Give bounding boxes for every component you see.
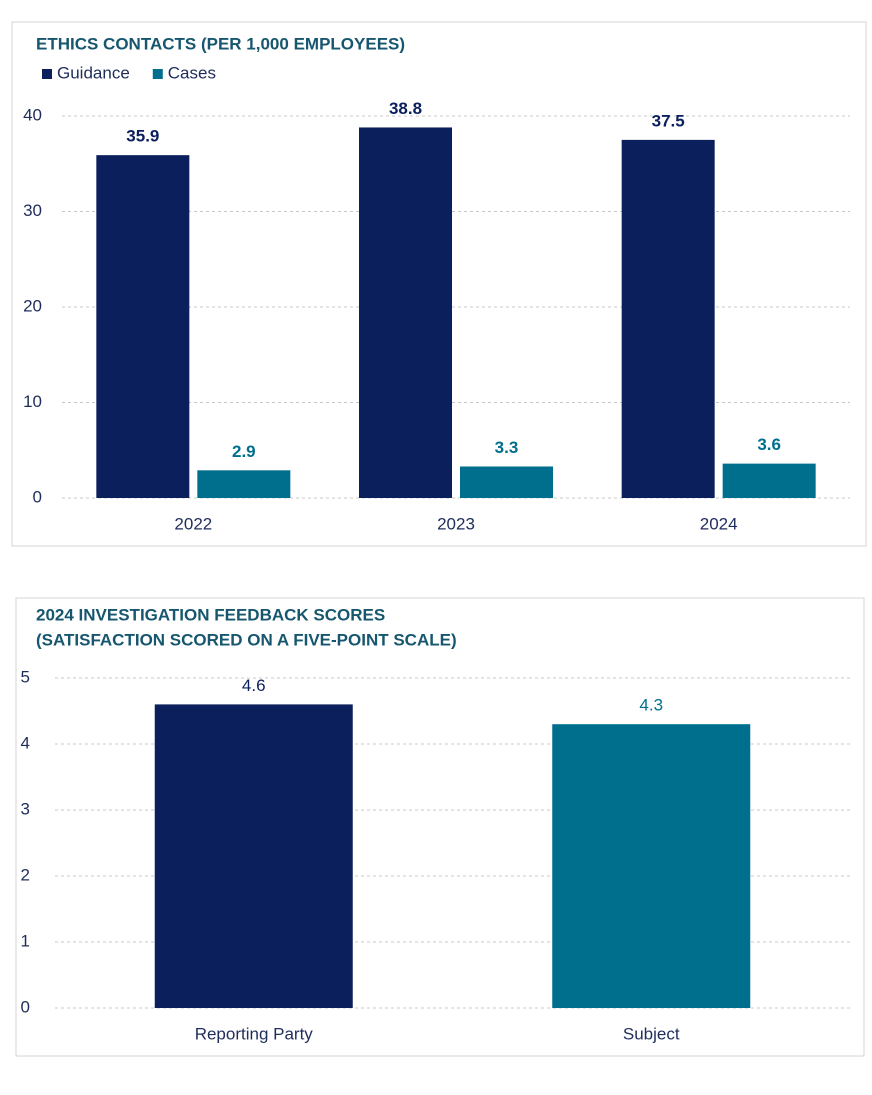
legend-label: Guidance <box>57 63 130 82</box>
y-tick-label: 30 <box>23 201 42 220</box>
chart-frame <box>11 21 867 547</box>
y-tick-label: 20 <box>23 296 42 315</box>
bar <box>621 139 715 498</box>
legend-swatch <box>42 69 52 79</box>
value-label: 37.5 <box>652 111 685 130</box>
chart-frame <box>15 597 865 1057</box>
value-label: 3.3 <box>495 438 519 457</box>
chart-title: 2024 INVESTIGATION FEEDBACK SCORES <box>36 605 385 624</box>
value-label: 2.9 <box>232 442 256 461</box>
bar <box>359 127 452 499</box>
value-label: 38.8 <box>389 99 422 118</box>
bar <box>460 466 553 498</box>
value-label: 4.3 <box>639 696 663 715</box>
bar <box>722 463 816 498</box>
bar <box>552 724 751 1008</box>
y-tick-label: 1 <box>21 931 30 950</box>
value-label: 3.6 <box>757 435 781 454</box>
y-tick-label: 5 <box>21 667 30 686</box>
x-tick-label: Reporting Party <box>195 1024 314 1043</box>
y-tick-label: 3 <box>21 799 30 818</box>
chart-title: ETHICS CONTACTS (PER 1,000 EMPLOYEES) <box>36 34 405 53</box>
bar <box>197 470 291 498</box>
x-tick-label: 2023 <box>437 514 475 533</box>
x-tick-label: 2024 <box>700 514 738 533</box>
y-tick-label: 40 <box>23 105 42 124</box>
value-label: 35.9 <box>126 127 159 146</box>
y-tick-label: 2 <box>21 865 30 884</box>
legend-label: Cases <box>168 63 216 82</box>
bar <box>96 155 190 498</box>
y-tick-label: 4 <box>21 733 30 752</box>
y-tick-label: 0 <box>33 487 42 506</box>
chart-subtitle: (SATISFACTION SCORED ON A FIVE-POINT SCA… <box>36 630 457 649</box>
x-tick-label: Subject <box>623 1024 680 1043</box>
bar <box>154 704 353 1008</box>
y-tick-label: 0 <box>21 997 30 1016</box>
legend-swatch <box>152 69 163 79</box>
value-label: 4.6 <box>242 676 266 695</box>
x-tick-label: 2022 <box>174 514 212 533</box>
y-tick-label: 10 <box>23 392 42 411</box>
